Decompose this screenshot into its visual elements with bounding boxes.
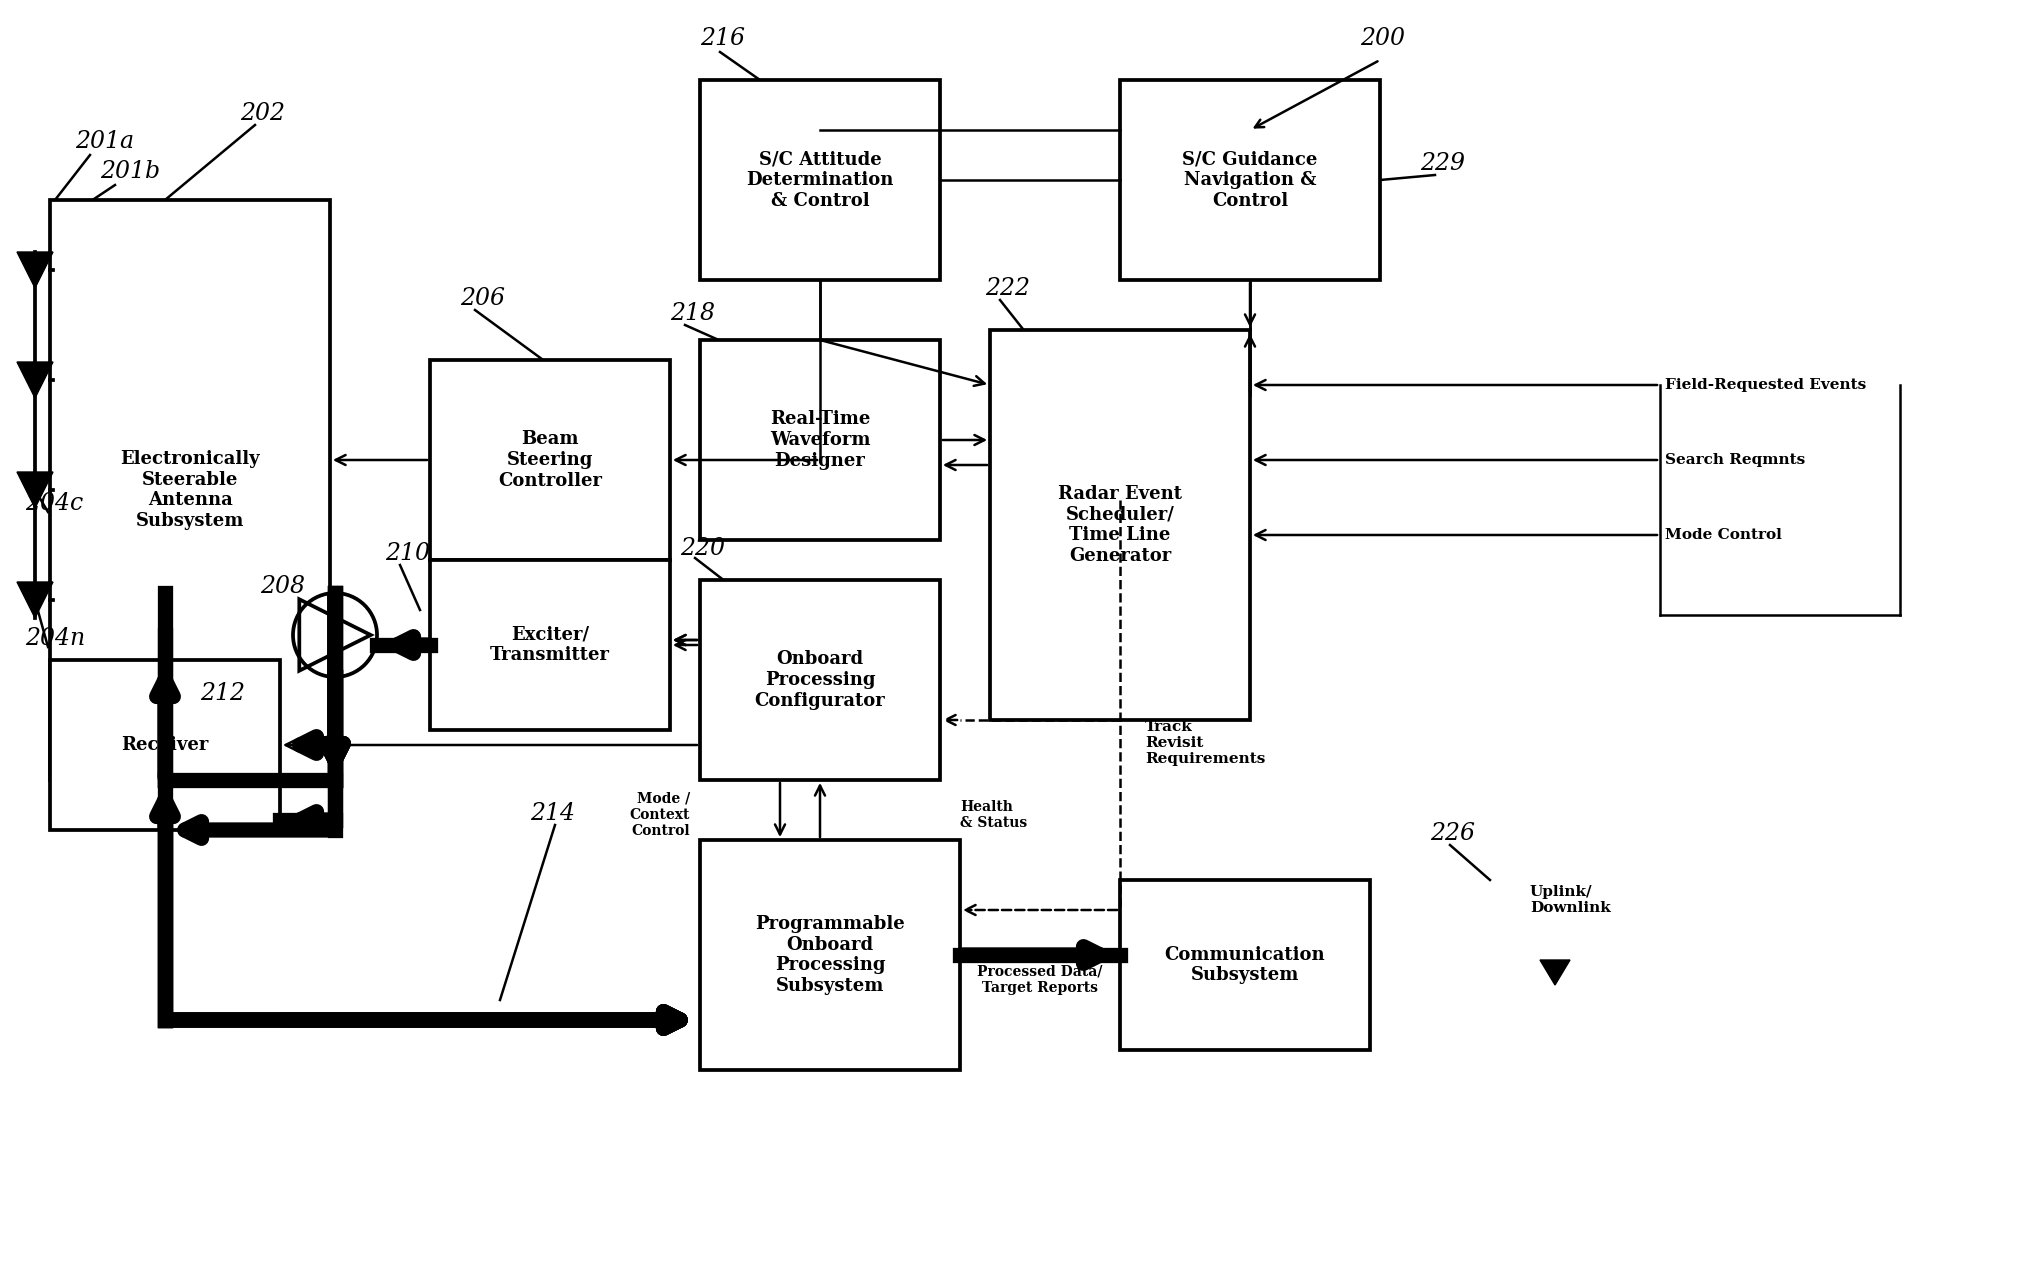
Text: 229: 229 (1421, 152, 1466, 175)
Text: 216: 216 (699, 27, 744, 50)
Text: 220: 220 (681, 537, 726, 560)
Text: 200: 200 (1359, 27, 1404, 50)
Text: 206: 206 (460, 287, 505, 310)
Bar (49, 660, 280, 831)
Text: Mode Control: Mode Control (1666, 528, 1782, 542)
Bar (1120, 80, 1380, 279)
Text: Exciter/
Transmitter: Exciter/ Transmitter (491, 626, 609, 664)
Bar (699, 340, 940, 540)
Text: 201b: 201b (100, 160, 159, 183)
Bar (49, 199, 329, 780)
Text: Field-Requested Events: Field-Requested Events (1666, 378, 1866, 392)
Text: Programmable
Onboard
Processing
Subsystem: Programmable Onboard Processing Subsyste… (754, 914, 905, 996)
Polygon shape (1539, 960, 1570, 986)
Text: Processed Data/
Target Reports: Processed Data/ Target Reports (977, 965, 1104, 996)
Polygon shape (16, 251, 53, 288)
Text: 226: 226 (1431, 822, 1476, 845)
Text: Communication
Subsystem: Communication Subsystem (1165, 946, 1325, 984)
Text: Beam
Steering
Controller: Beam Steering Controller (499, 431, 603, 490)
Bar (699, 580, 940, 780)
Text: S/C Guidance
Navigation &
Control: S/C Guidance Navigation & Control (1181, 150, 1318, 210)
Bar (429, 560, 670, 730)
Text: Onboard
Processing
Configurator: Onboard Processing Configurator (754, 650, 885, 710)
Text: 204n: 204n (25, 627, 86, 650)
Text: 212: 212 (200, 682, 245, 705)
Bar (1120, 880, 1369, 1050)
Text: 218: 218 (670, 302, 715, 325)
Bar (989, 330, 1251, 720)
Text: 208: 208 (260, 575, 305, 598)
Text: Search Reqmnts: Search Reqmnts (1666, 453, 1805, 467)
Text: Track
Revisit
Requirements: Track Revisit Requirements (1145, 720, 1265, 766)
Polygon shape (16, 582, 53, 618)
Text: Mode /
Context
Control: Mode / Context Control (630, 791, 691, 838)
Text: 214: 214 (529, 801, 574, 826)
Text: Electronically
Steerable
Antenna
Subsystem: Electronically Steerable Antenna Subsyst… (121, 450, 260, 530)
Text: 202: 202 (239, 102, 284, 124)
Text: Health
& Status: Health & Status (961, 800, 1028, 831)
Bar (699, 839, 961, 1071)
Text: Real-Time
Waveform
Designer: Real-Time Waveform Designer (771, 410, 871, 470)
Text: S/C Attitude
Determination
& Control: S/C Attitude Determination & Control (746, 150, 893, 210)
Text: 201a: 201a (76, 130, 135, 152)
Text: 222: 222 (985, 277, 1030, 300)
Text: 204c: 204c (25, 491, 84, 516)
Text: Receiver: Receiver (121, 737, 208, 754)
Text: Radar Event
Scheduler/
Time Line
Generator: Radar Event Scheduler/ Time Line Generat… (1059, 485, 1181, 565)
Bar (699, 80, 940, 279)
Polygon shape (16, 472, 53, 508)
Bar (429, 359, 670, 560)
Text: Uplink/
Downlink: Uplink/ Downlink (1531, 885, 1611, 916)
Text: 210: 210 (384, 542, 429, 565)
Polygon shape (16, 362, 53, 398)
